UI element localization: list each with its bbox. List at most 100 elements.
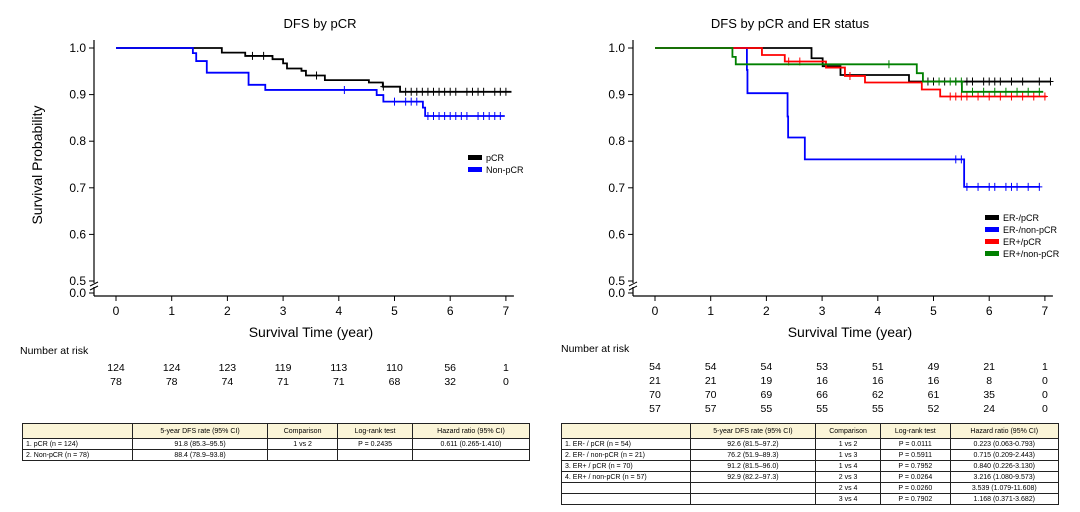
table-cell: 4. ER+ / non-pCR (n = 57) (561, 471, 691, 483)
risk-count: 69 (760, 389, 773, 401)
censor-mark (986, 77, 993, 86)
risk-count: 70 (704, 389, 717, 401)
censor-mark (380, 82, 387, 91)
censor-mark (1025, 87, 1032, 96)
x-tick-label: 5 (930, 304, 937, 318)
censor-mark (1041, 92, 1048, 101)
table-cell: P = 0.7952 (880, 460, 951, 472)
censor-mark (424, 112, 431, 121)
table-cell: 1 vs 3 (815, 449, 882, 461)
table-cell: 3.539 (1.079-11.608) (949, 482, 1060, 494)
risk-count: 16 (816, 375, 828, 387)
table-cell: 76.2 (51.9–89.3) (689, 449, 817, 461)
x-tick-label: 1 (168, 304, 175, 318)
x-tick-label: 4 (874, 304, 881, 318)
table-cell: 92.6 (81.5–97.2) (689, 438, 817, 450)
risk-count: 0 (1041, 403, 1048, 415)
censor-mark (986, 92, 993, 101)
y-tick-label: 0.5 (608, 274, 625, 288)
header-cell (561, 423, 691, 439)
x-axis-label: Survival Time (year) (788, 324, 912, 340)
censor-mark (341, 85, 348, 94)
axis-break (628, 281, 638, 291)
censor-mark (997, 77, 1004, 86)
risk-count: 74 (221, 376, 234, 388)
table-cell: 3. ER+ / pCR (n = 70) (561, 460, 691, 472)
censor-mark (947, 77, 954, 86)
table-cell: 1 vs 4 (815, 460, 882, 472)
table-cell: P = 0.0111 (880, 438, 951, 450)
x-tick-label: 6 (986, 304, 993, 318)
risk-count: 57 (704, 403, 717, 415)
table-cell: 3.216 (1.080-9.573) (949, 471, 1060, 483)
censor-mark (958, 155, 965, 164)
risk-count: 68 (388, 376, 401, 388)
header-cell: 5-year DFS rate (95% CI) (131, 423, 269, 439)
risk-count: 71 (332, 376, 345, 388)
censor-mark (952, 77, 959, 86)
table-cell: 0.840 (0.226-3.130) (949, 460, 1060, 472)
censor-mark (952, 155, 959, 164)
censor-mark (1002, 87, 1009, 96)
y-tick-label: 0.6 (608, 227, 625, 241)
y-tick-label: 0.8 (608, 134, 625, 148)
table-row: 3. ER+ / pCR (n = 70) 91.2 (81.5–96.0) 1 v… (561, 460, 1060, 472)
table-cell: 1 vs 2 (815, 438, 882, 450)
header-cell: Log-rank test (880, 423, 951, 439)
legend-swatch (468, 167, 482, 172)
censor-mark (419, 87, 426, 96)
censor-mark (491, 87, 498, 96)
risk-count: 16 (927, 375, 940, 387)
x-tick-label: 5 (391, 304, 398, 318)
censor-mark (413, 97, 420, 106)
risk-count: 49 (927, 361, 940, 373)
censor-mark (447, 87, 454, 96)
censor-mark (502, 87, 509, 96)
risk-count: 51 (871, 361, 884, 373)
risk-count: 21 (704, 375, 717, 387)
censor-mark (249, 51, 256, 60)
risk-count: 55 (816, 403, 828, 415)
censor-mark (480, 87, 487, 96)
header-cell: Hazard ratio (95% CI) (949, 423, 1060, 439)
censor-mark (430, 87, 437, 96)
risk-count: 54 (649, 361, 661, 373)
table-header: 5-year DFS rate (95% CI) Comparison Log-ra… (22, 423, 530, 439)
censor-mark (1014, 182, 1021, 191)
risk-count: 119 (274, 362, 292, 374)
risk-count: 56 (444, 362, 457, 374)
y-tick-label: 0.5 (69, 274, 86, 288)
table-row: 2. ER- / non-pCR (n = 21) 76.2 (51.9–89.3… (561, 449, 1060, 461)
censor-mark (452, 87, 459, 96)
risk-count: 78 (110, 376, 122, 388)
x-tick-label: 2 (763, 304, 770, 318)
table-header: 5-year DFS rate (95% CI) Comparison Log-ra… (561, 423, 1060, 439)
censor-mark (497, 112, 504, 121)
censor-mark (997, 92, 1004, 101)
table-cell: 0.715 (0.209-2.443) (949, 449, 1060, 461)
censor-mark (958, 77, 965, 86)
censor-mark (475, 112, 482, 121)
table-cell: 91.8 (85.3–95.5) (131, 438, 269, 450)
legend-label: ER-/pCR (1003, 213, 1040, 223)
censor-mark (991, 182, 998, 191)
x-axis-label: Survival Time (year) (249, 324, 373, 340)
x-tick-label: 7 (503, 304, 510, 318)
censor-mark (1019, 77, 1026, 86)
censor-mark (408, 97, 415, 106)
risk-count: 70 (649, 389, 661, 401)
x-tick-label: 2 (224, 304, 231, 318)
censor-mark (936, 77, 943, 86)
risk-count: 54 (704, 361, 717, 373)
y-tick-label: 0.9 (69, 88, 86, 102)
risk-count: 0 (502, 376, 509, 388)
series-line-2 (655, 47, 1047, 98)
censor-mark (1036, 87, 1043, 96)
chart-title: DFS by pCR (284, 16, 357, 31)
table-cell (561, 482, 691, 494)
risk-count: 62 (871, 389, 884, 401)
censor-mark (458, 112, 465, 121)
censor-mark (963, 77, 970, 86)
